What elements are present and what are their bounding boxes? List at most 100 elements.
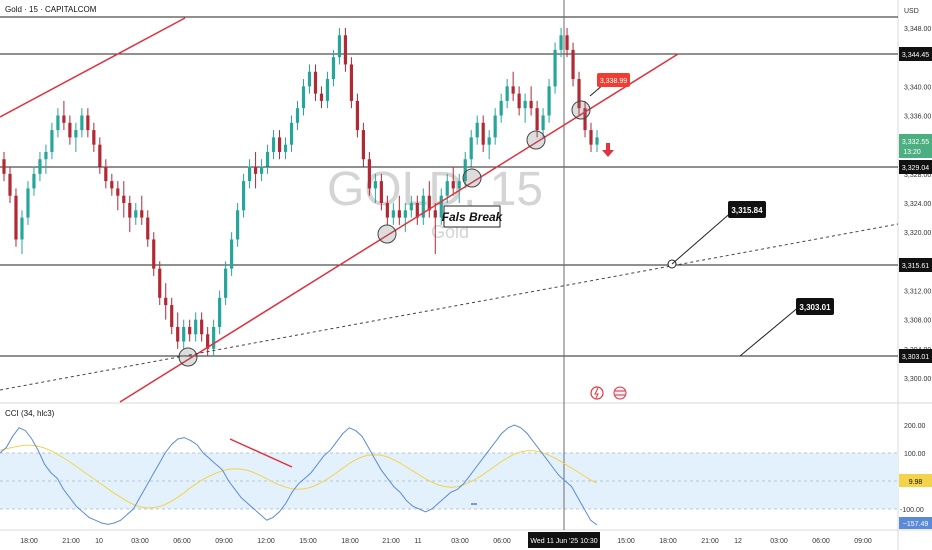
candle-body (517, 93, 521, 109)
time-tick-label: 12:00 (257, 538, 275, 545)
candle-body (134, 210, 138, 218)
callout-3315-box[interactable] (728, 201, 766, 218)
last-price-badge (899, 134, 932, 158)
cci-value: 9.98 (909, 479, 923, 486)
callout-3303-label: 3,303.01 (799, 303, 831, 312)
candle-body (152, 239, 156, 269)
candle-body (397, 210, 401, 218)
axis-label-3303-box (899, 349, 932, 363)
candle-body (68, 122, 72, 138)
us-flag-icon[interactable] (613, 386, 627, 400)
touch-circle-1 (178, 347, 198, 367)
axis-label-3303: 3,303.01 (902, 354, 929, 361)
candle-body (595, 137, 599, 145)
fals-break-box[interactable] (443, 205, 501, 228)
candle-body (439, 195, 443, 218)
time-tick-label: 15:00 (617, 538, 635, 545)
candle-body (50, 130, 54, 152)
candle-body (547, 86, 551, 116)
time-tick-label: 06:00 (812, 538, 830, 545)
candle-body (319, 93, 324, 101)
candle-body (56, 115, 60, 131)
callout-3303-line (739, 305, 801, 357)
candle-body (14, 195, 18, 240)
candle-body (475, 122, 479, 138)
candle-body (259, 166, 264, 174)
callout-3338-box[interactable] (597, 73, 630, 87)
candle-body (224, 268, 228, 298)
candle-body (206, 334, 210, 349)
price-tick-label: 3,340.00 (904, 84, 931, 91)
time-tick-label: 03:00 (131, 538, 149, 545)
time-tick-label: 21:00 (701, 538, 719, 545)
price-tick-label: 3,300.00 (904, 376, 931, 383)
candle-body (86, 115, 90, 131)
candle-body (325, 79, 330, 101)
candle-body (176, 326, 180, 342)
candle-body (565, 35, 569, 50)
candle-body (493, 115, 497, 138)
candle-body (385, 203, 389, 218)
candle-body (403, 210, 407, 218)
candle-body (158, 268, 162, 298)
candle-body (200, 319, 204, 335)
trendline-dotted[interactable] (0, 223, 899, 391)
trendline-upper-channel[interactable] (0, 17, 186, 118)
candle-body (505, 86, 509, 101)
candle-body (236, 210, 240, 240)
time-tick-label: 18:00 (341, 538, 359, 545)
trendline-support[interactable] (119, 53, 679, 403)
candle-body (571, 49, 575, 80)
price-tick-label: 3,312.00 (904, 289, 931, 296)
fals-break-label: Fals Break (442, 210, 504, 224)
time-tick-label: 15:00 (299, 538, 317, 545)
candle-body (2, 159, 6, 174)
axis-label-3329-box (899, 160, 932, 174)
time-tick-label: 21:00 (62, 538, 80, 545)
candle-body (481, 122, 485, 145)
candle-body (421, 195, 425, 218)
price-tick-label: 3,320.00 (904, 230, 931, 237)
price-tick-label: 3,328.00 (904, 172, 931, 179)
candle-body (218, 297, 222, 327)
currency-label: USD (904, 8, 919, 15)
cci-value2: −157.49 (903, 521, 929, 528)
candle-body (188, 326, 192, 335)
cci-value-badge (899, 474, 932, 487)
axis-label-3315-box (899, 258, 932, 272)
cci-tick-minus100: -100.00 (900, 507, 924, 514)
candle-body (98, 144, 102, 167)
time-tick-label: 18:00 (20, 538, 38, 545)
candle-body (511, 86, 515, 94)
cci-ma-line (0, 444, 598, 509)
symbol-title: Gold · 15 · CAPITALCOM (5, 5, 97, 14)
price-axis[interactable]: 3,348.003,344.003,340.003,336.003,332.00… (904, 26, 931, 383)
candle-body (361, 130, 365, 160)
candle-body (541, 115, 545, 131)
callout-3303-box[interactable] (796, 298, 834, 315)
candle-body (553, 49, 557, 87)
candle-body (301, 86, 306, 109)
price-tick-label: 3,324.00 (904, 201, 931, 208)
crosshair-time-box (528, 532, 600, 548)
time-tick-label: 09:00 (215, 538, 233, 545)
candle-body (589, 130, 593, 145)
candle-body (253, 166, 258, 174)
candle-body (445, 181, 449, 196)
time-tick-label: 10 (95, 538, 103, 545)
time-axis[interactable]: 18:00 21:00 10 03:00 06:00 09:00 12:00 15:00 18:… (20, 538, 872, 545)
last-price-value: 3,332.55 (902, 139, 929, 146)
lightning-icon (594, 387, 599, 399)
candle-body (74, 130, 78, 138)
candle-body (265, 151, 270, 167)
candle-body (367, 159, 371, 189)
dividend-event-icon[interactable] (590, 386, 604, 400)
cci-divergence-line[interactable] (229, 438, 293, 468)
time-tick-label: 12 (734, 538, 742, 545)
price-tick-label: 3,336.00 (904, 114, 931, 121)
candle-body (289, 122, 294, 145)
touch-circle-2 (377, 224, 397, 244)
candle-body (433, 210, 437, 218)
candle-body (140, 210, 144, 218)
